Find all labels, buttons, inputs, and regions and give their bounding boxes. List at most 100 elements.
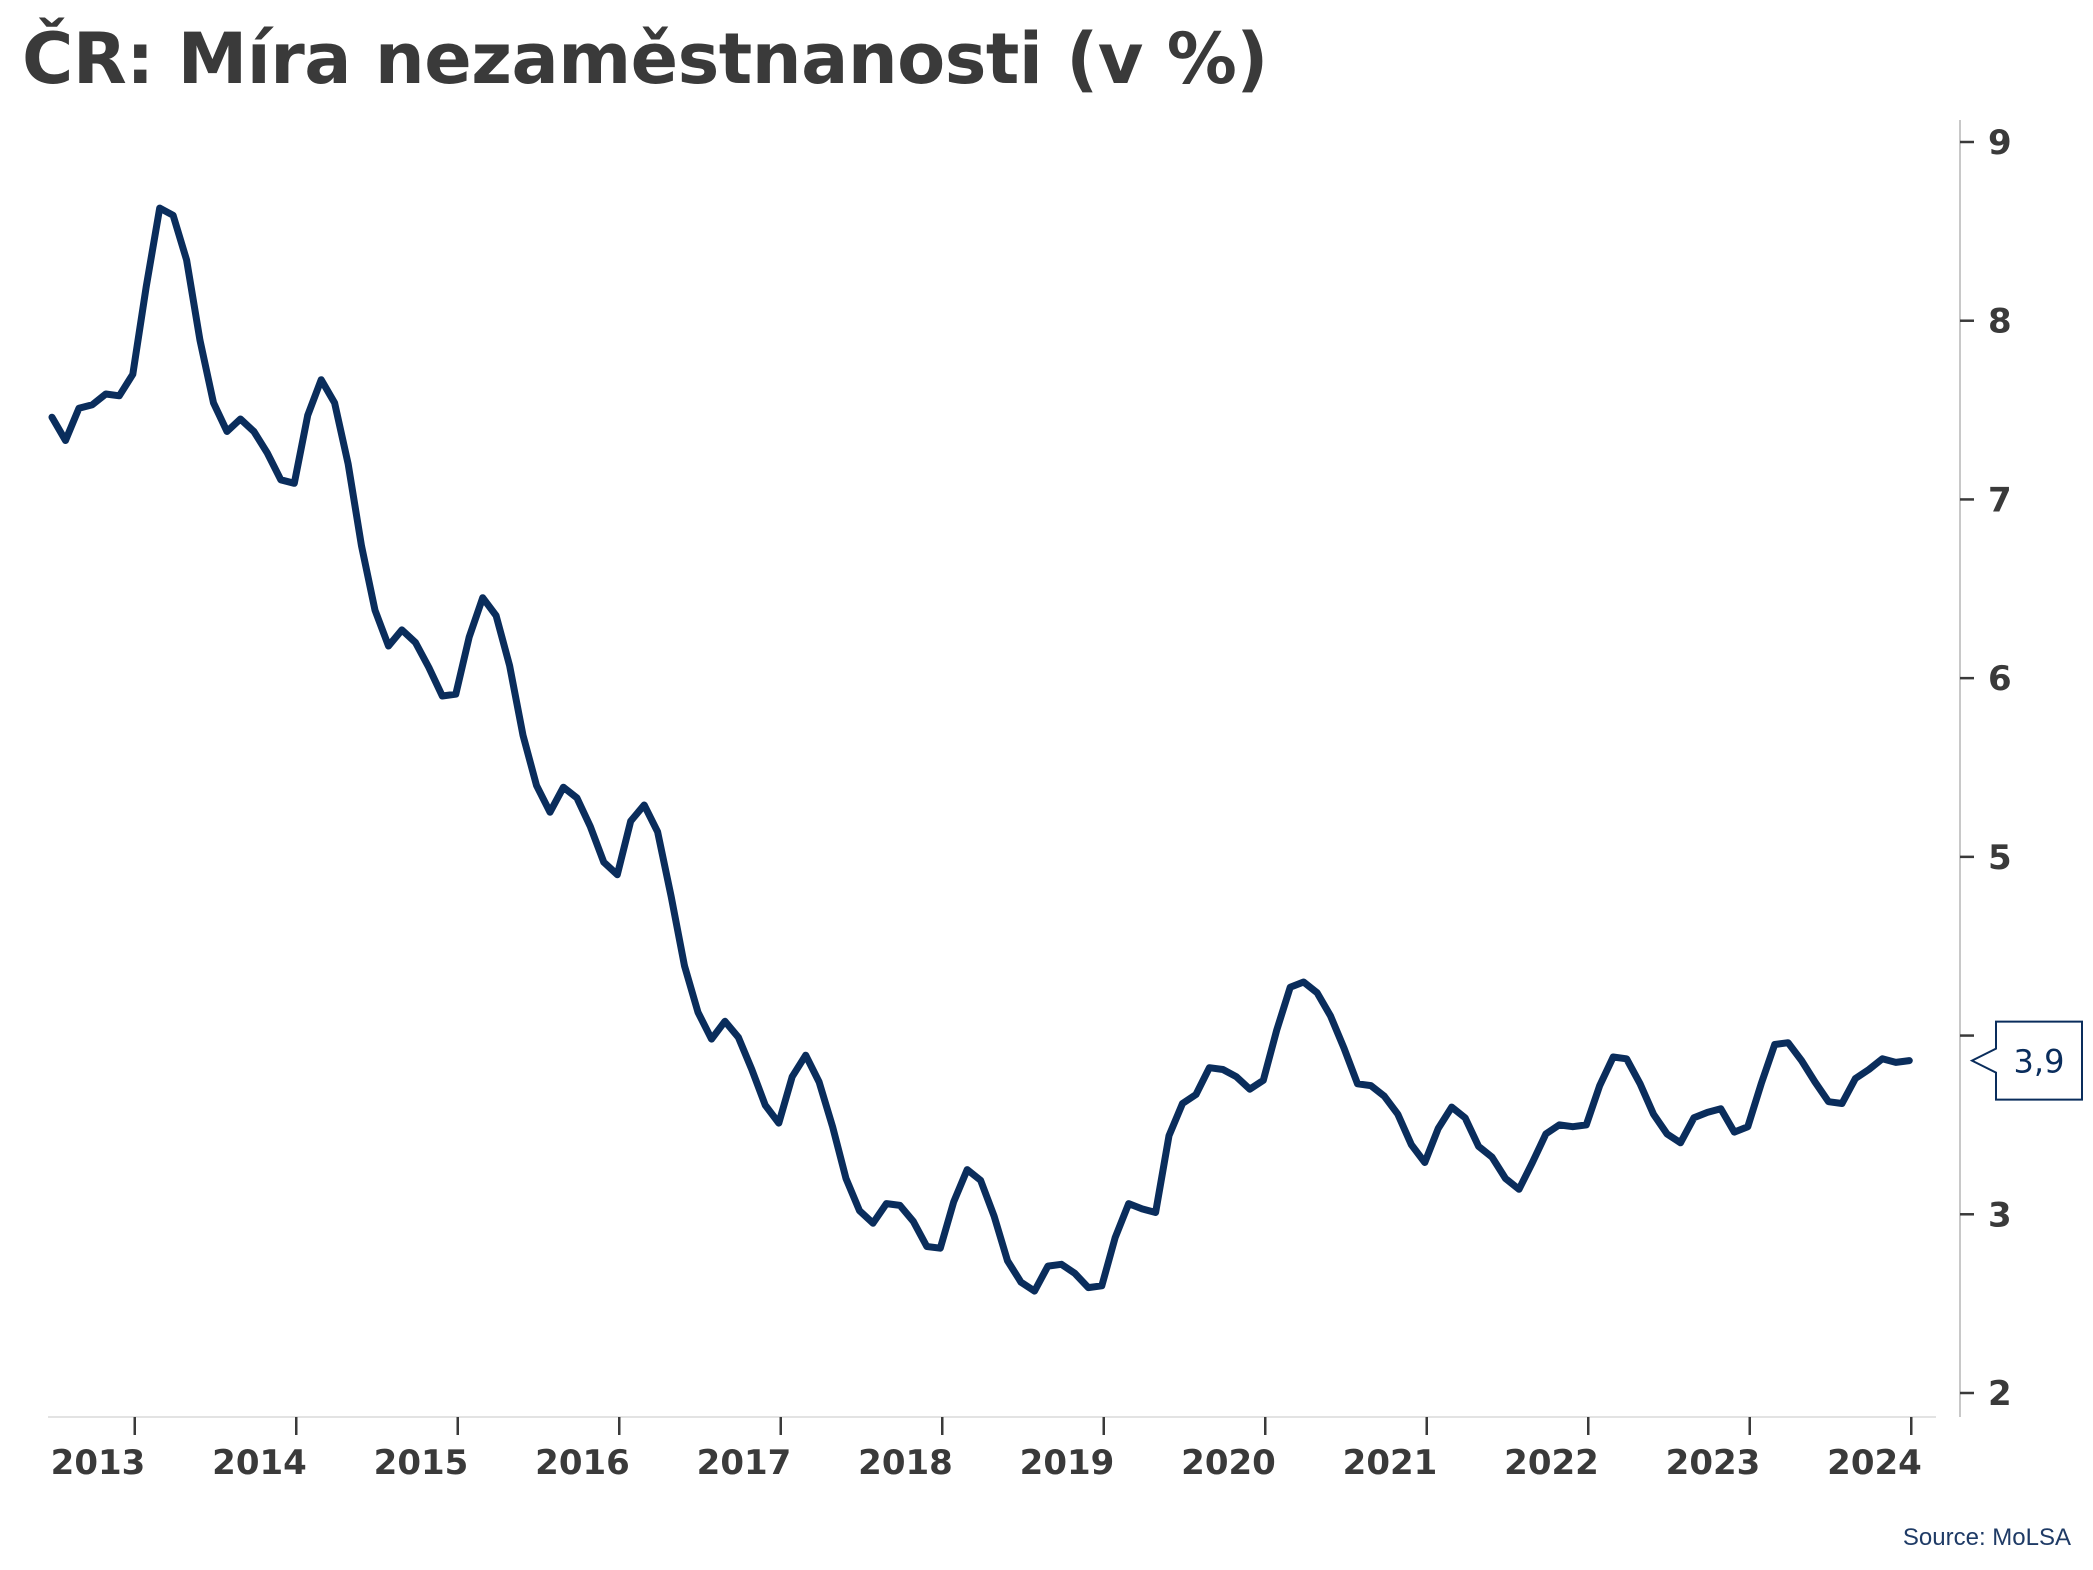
data-point [1718, 1106, 1724, 1112]
x-tick-label: 2023 [1666, 1443, 1761, 1483]
data-point [735, 1034, 741, 1040]
data-point [695, 1009, 701, 1015]
data-point [1906, 1058, 1912, 1064]
data-point [76, 405, 82, 411]
data-point [1206, 1065, 1212, 1071]
x-tick-label: 2021 [1343, 1443, 1438, 1483]
x-tick-label: 2019 [1020, 1443, 1115, 1483]
data-point [1597, 1083, 1603, 1089]
data-point [1381, 1093, 1387, 1099]
data-point [870, 1220, 876, 1226]
data-point [614, 872, 620, 878]
data-point [803, 1052, 809, 1058]
data-point [1422, 1160, 1428, 1166]
data-point [439, 693, 445, 699]
data-point [937, 1245, 943, 1251]
data-point [1166, 1133, 1172, 1139]
data-point [1799, 1058, 1805, 1064]
data-point [1018, 1279, 1024, 1285]
data-point [1449, 1104, 1455, 1110]
data-point [1852, 1076, 1858, 1082]
y-tick-label: 9 [1988, 123, 2012, 163]
data-point [628, 818, 634, 824]
data-point [507, 663, 513, 669]
data-point [1126, 1201, 1132, 1207]
data-point [1301, 979, 1307, 985]
data-point [1355, 1081, 1361, 1087]
data-point [1691, 1115, 1697, 1121]
data-point [1570, 1124, 1576, 1130]
data-point [332, 400, 338, 406]
data-point [587, 824, 593, 830]
data-point [1785, 1040, 1791, 1046]
data-point [345, 461, 351, 467]
data-point [372, 607, 378, 613]
data-point [574, 795, 580, 801]
data-point [816, 1079, 822, 1085]
data-point [1260, 1077, 1266, 1083]
y-tick-label: 3 [1988, 1195, 2012, 1235]
data-point [116, 393, 122, 399]
data-point [1435, 1126, 1441, 1132]
y-tick-label: 7 [1988, 480, 2012, 520]
data-point [534, 782, 540, 788]
data-point [1678, 1140, 1684, 1146]
x-tick-label: 2018 [858, 1443, 953, 1483]
data-point [560, 784, 566, 790]
data-point [1866, 1067, 1872, 1073]
data-point [1180, 1101, 1186, 1107]
y-tick-label: 2 [1988, 1374, 2012, 1414]
data-point [1893, 1059, 1899, 1065]
data-point [1758, 1081, 1764, 1087]
data-point [547, 809, 553, 815]
data-point [1489, 1154, 1495, 1160]
data-point [964, 1167, 970, 1173]
data-point [103, 391, 109, 397]
x-tick-label: 2013 [51, 1443, 146, 1483]
data-point [951, 1199, 957, 1205]
data-point [1099, 1283, 1105, 1289]
data-point [184, 257, 190, 263]
data-point [399, 627, 405, 633]
y-axis: 2 3 5 6 7 8 9 [1959, 120, 2012, 1417]
data-point [991, 1213, 997, 1219]
x-tick-label: 2015 [374, 1443, 469, 1483]
data-point [789, 1074, 795, 1080]
data-point [924, 1244, 930, 1250]
data-point [157, 205, 163, 211]
data-point [601, 859, 607, 865]
data-point [1772, 1042, 1778, 1048]
data-point [843, 1176, 849, 1182]
y-tick-label: 5 [1988, 838, 2012, 878]
last-value-callout: 3,9 [1969, 1020, 2083, 1101]
y-tick-label: 6 [1988, 659, 2012, 699]
data-point [1583, 1122, 1589, 1128]
data-point [749, 1067, 755, 1073]
data-point [1651, 1111, 1657, 1117]
data-point [1462, 1115, 1468, 1121]
chart-title: ČR: Míra nezaměstnanosti (v %) [22, 18, 1268, 100]
data-point [1005, 1258, 1011, 1264]
data-point [1610, 1054, 1616, 1060]
data-point [709, 1036, 715, 1042]
data-point [1529, 1160, 1535, 1166]
data-point [1664, 1131, 1670, 1137]
data-point [1879, 1056, 1885, 1062]
data-point [359, 543, 365, 549]
data-point [305, 412, 311, 418]
data-point [1139, 1206, 1145, 1212]
data-point [143, 284, 149, 290]
x-tick-label: 2022 [1504, 1443, 1599, 1483]
data-point [978, 1177, 984, 1183]
data-point [1408, 1142, 1414, 1148]
data-point [1233, 1074, 1239, 1080]
data-point [264, 450, 270, 456]
data-point [1556, 1122, 1562, 1128]
data-point [1287, 984, 1293, 990]
data-point [63, 438, 69, 444]
data-point [910, 1218, 916, 1224]
data-point [211, 400, 217, 406]
data-point [1220, 1067, 1226, 1073]
data-point [291, 480, 297, 486]
x-tick-label: 2016 [535, 1443, 630, 1483]
